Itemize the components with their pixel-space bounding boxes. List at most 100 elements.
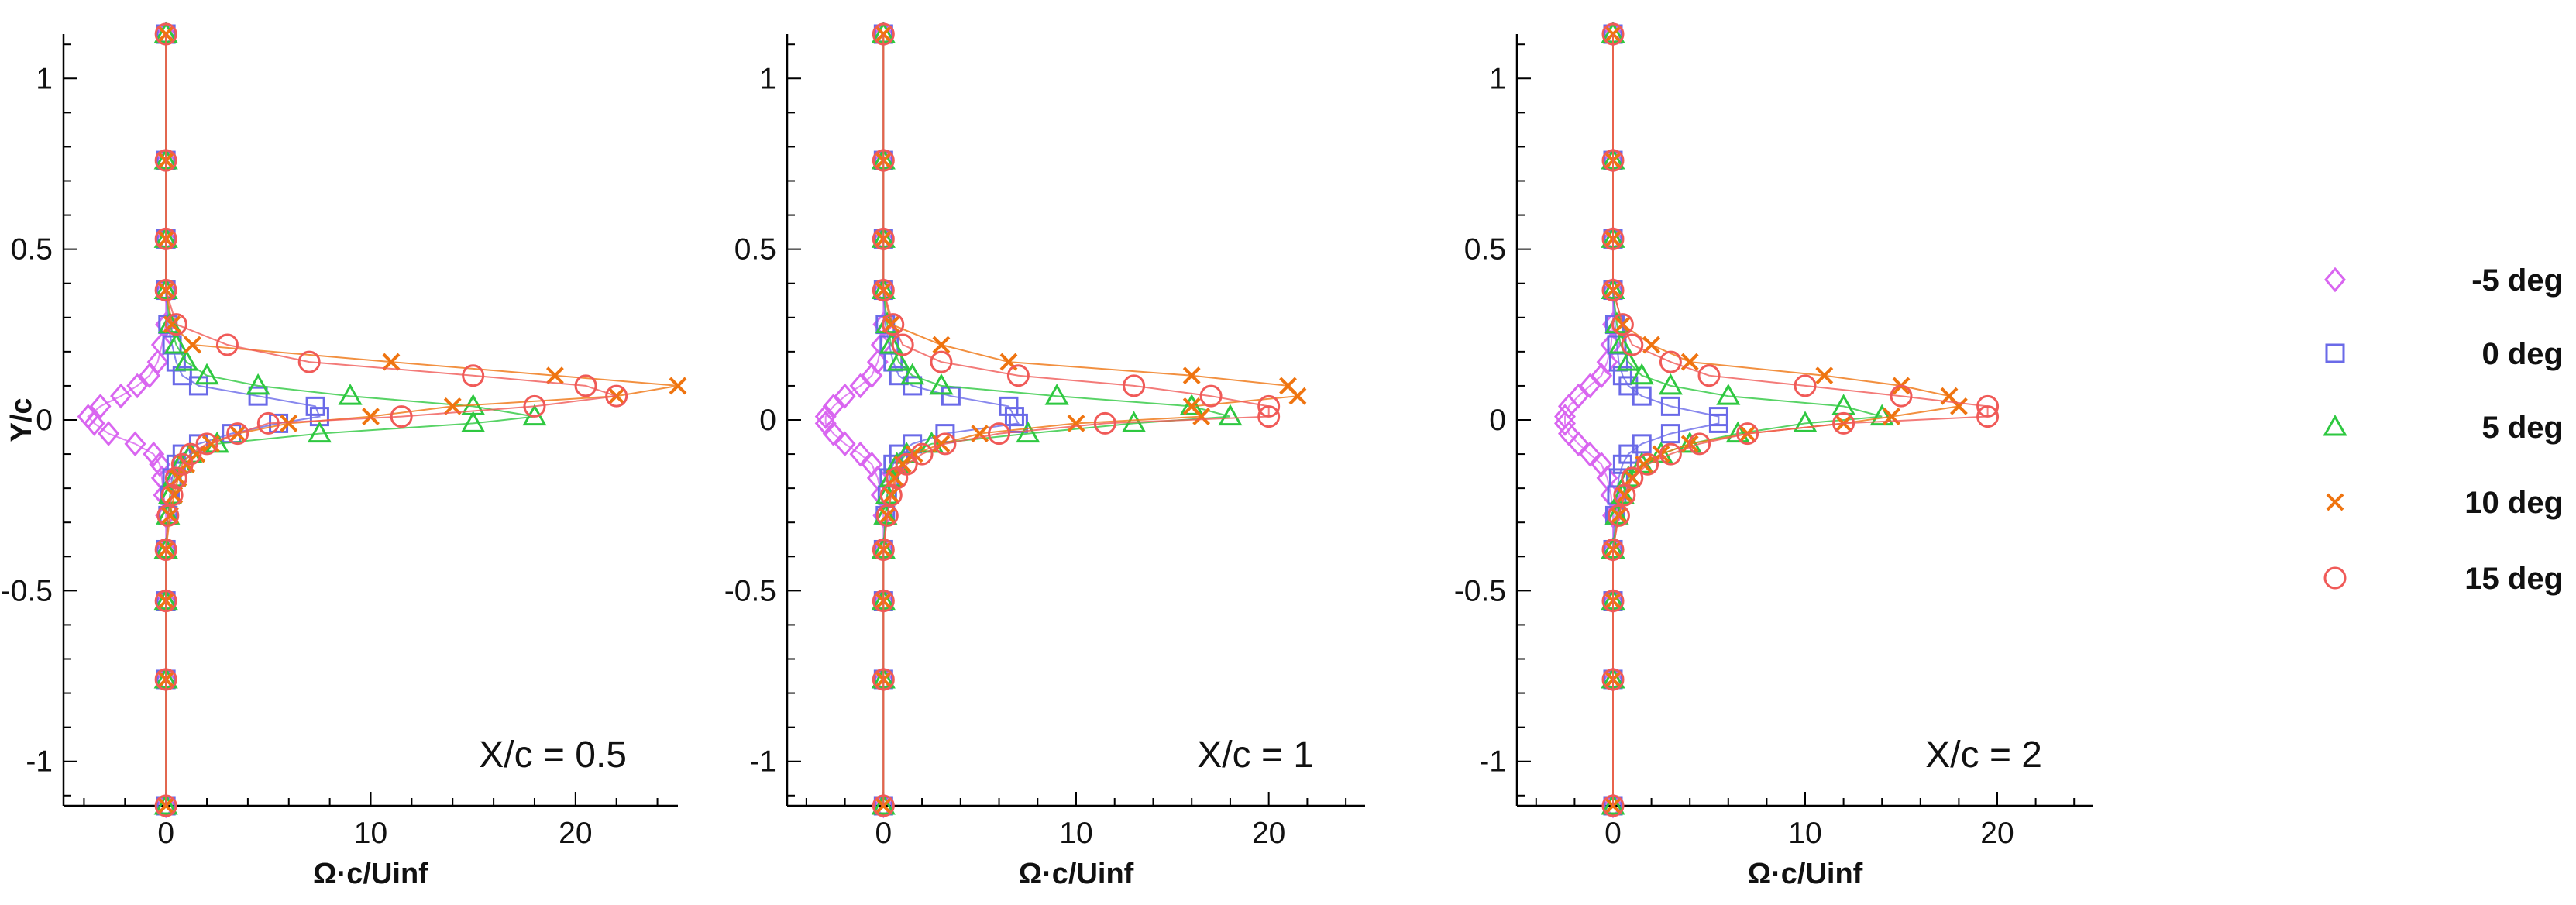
data-point [1123, 374, 1146, 397]
data-point [1607, 504, 1630, 527]
data-point [834, 431, 856, 457]
y-tick-label: 1 [36, 62, 53, 95]
legend-item--5-deg: -5 deg [2324, 263, 2563, 298]
series-0-deg [156, 24, 329, 816]
data-point [1601, 227, 1625, 250]
data-point [188, 376, 208, 396]
data-point [1601, 538, 1625, 561]
y-tick-label: -0.5 [724, 574, 776, 607]
data-point [523, 394, 546, 418]
data-point [871, 793, 896, 815]
data-point [1621, 466, 1644, 490]
data-point [163, 332, 188, 354]
data-point [895, 452, 918, 476]
data-point [154, 22, 177, 46]
data-point [1618, 376, 1639, 396]
x-marker-icon [2326, 493, 2344, 511]
y-tick-label: 0.5 [1464, 233, 1506, 267]
data-point [872, 22, 895, 46]
data-point [153, 277, 178, 300]
data-point [1182, 397, 1201, 415]
data-point [1182, 366, 1201, 385]
data-point [1006, 364, 1030, 387]
data-point [1621, 333, 1644, 356]
y-tick-label: 0 [36, 404, 53, 437]
data-point [1218, 404, 1243, 426]
data-point [246, 373, 270, 395]
panel-annotation: X/c = 1 [1197, 735, 1314, 776]
data-point [297, 350, 321, 373]
data-point [146, 349, 169, 375]
data-point [172, 366, 192, 386]
data-point [1890, 384, 1913, 408]
data-point [1976, 394, 2000, 418]
y-tick-label: -0.5 [1, 574, 53, 607]
data-point [1601, 590, 1625, 613]
data-point [1629, 363, 1654, 385]
x-axis-label: Ω·c/Uinf [1748, 858, 1863, 890]
data-point [605, 384, 628, 408]
square-marker-icon [2325, 343, 2345, 363]
data-point [307, 421, 332, 443]
series-15-deg [1601, 22, 2000, 817]
y-tick-label: 1 [1489, 62, 1506, 95]
data-point [929, 373, 954, 395]
circle-marker-icon [2323, 566, 2347, 590]
data-point [814, 404, 837, 429]
data-point [83, 411, 105, 436]
data-point [154, 794, 177, 817]
data-point [1736, 422, 1759, 446]
series--5-deg [814, 21, 895, 819]
data-point [872, 668, 895, 691]
data-point [849, 441, 872, 467]
data-point [1199, 384, 1223, 408]
data-point [999, 396, 1019, 416]
data-point [872, 590, 895, 613]
data-point [154, 538, 177, 561]
series-5-deg [871, 21, 1243, 815]
data-point [1815, 366, 1834, 385]
x-tick-label: 10 [1059, 817, 1092, 850]
data-point [879, 332, 903, 354]
data-point [153, 793, 178, 815]
data-point [184, 336, 201, 354]
data-point [1004, 407, 1024, 427]
y-tick-label: -1 [26, 745, 53, 779]
data-point [1697, 364, 1721, 387]
data-point [248, 386, 268, 406]
data-point [1601, 794, 1625, 817]
data-point [1257, 394, 1281, 418]
data-point [1591, 451, 1613, 477]
data-point [338, 384, 363, 405]
data-point [256, 411, 280, 435]
series-15-deg [872, 22, 1281, 817]
data-point [1567, 383, 1590, 409]
data-point [77, 404, 99, 429]
legend-item-0-deg: 0 deg [2325, 337, 2563, 371]
series-line [165, 34, 321, 806]
data-point [905, 445, 923, 463]
legend-item-15-deg: 15 deg [2323, 562, 2563, 596]
x-tick-label: 10 [1788, 817, 1821, 850]
legend-label: -5 deg [2471, 263, 2563, 298]
legend-item-10-deg: 10 deg [2326, 486, 2563, 520]
data-point [154, 668, 177, 691]
data-point [1016, 421, 1040, 443]
data-point [98, 421, 120, 446]
data-point [195, 432, 218, 456]
x-tick-label: 20 [1252, 817, 1285, 850]
data-point [143, 441, 165, 467]
series-10-deg [874, 25, 1307, 815]
data-point [988, 422, 1011, 446]
x-axis-label: Ω·c/Uinf [1019, 858, 1134, 890]
data-point [461, 411, 486, 432]
data-point [149, 451, 171, 477]
y-tick-label: 0 [1489, 404, 1506, 437]
data-point [1716, 384, 1741, 405]
data-point [164, 466, 187, 490]
data-point [872, 227, 895, 250]
